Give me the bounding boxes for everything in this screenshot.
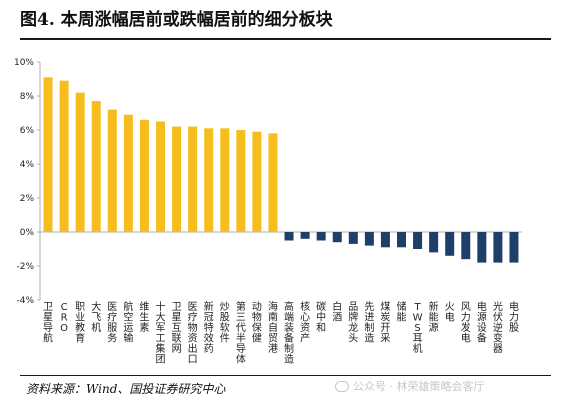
bar: [364, 232, 374, 246]
bar: [477, 232, 487, 263]
y-tick-label: -4%: [16, 296, 34, 306]
bar: [316, 232, 326, 241]
y-tick-label: 8%: [20, 92, 35, 102]
category-label: 新能源: [429, 300, 439, 334]
source-note: 资料来源：Wind、国投证券研究中心: [26, 382, 226, 396]
figure-title: 图4. 本周涨幅居前或跌幅居前的细分板块: [20, 10, 333, 30]
watermark-text: 公众号 · 林荣雄策略会客厅: [353, 380, 485, 393]
bar: [75, 92, 85, 232]
category-label: 高端装备制造: [284, 300, 294, 366]
bar: [429, 232, 439, 253]
bar: [332, 232, 342, 243]
category-label: 品牌龙头: [348, 301, 358, 345]
category-label: 火电: [445, 301, 455, 324]
bar: [43, 77, 53, 232]
y-tick-label: 2%: [20, 194, 35, 204]
y-tick-label: 0%: [20, 228, 35, 238]
bar: [204, 128, 214, 232]
y-tick-label: -2%: [16, 262, 34, 272]
category-label: 职业教育: [75, 301, 85, 345]
bar: [509, 232, 519, 263]
category-label: 卫星互联网: [172, 302, 182, 355]
y-tick-label: 6%: [20, 126, 35, 136]
category-label: 动物保健: [252, 301, 262, 345]
category-label: 航空运输: [123, 300, 133, 345]
category-label: 碳中和: [316, 300, 326, 334]
category-label: 第三代半导体: [236, 300, 246, 366]
category-label: 医疗物资出口: [188, 301, 198, 366]
category-label: 海南自贸港: [268, 300, 278, 355]
category-label: 光伏逆变器: [493, 300, 503, 355]
y-tick-label: 10%: [14, 58, 34, 68]
bar: [236, 130, 246, 232]
labels-layer: 卫星导航 C R O 职业教育大飞机医疗服务航空运输维生素十大军工集团卫星互联网医疗物资…: [43, 300, 519, 366]
category-label: 核心资产: [300, 300, 310, 345]
category-label: 电源设备: [477, 300, 487, 345]
axis-layer: -4% -2% 0% 2% 4% 6% 8% 10%: [14, 58, 522, 306]
category-label: 新冠特效药: [204, 300, 214, 355]
category-label: 维生素: [139, 300, 149, 334]
bar: [493, 232, 503, 263]
bar: [107, 109, 117, 232]
bar: [445, 232, 455, 256]
category-label: 先进制造: [364, 301, 374, 345]
bars-layer: [43, 77, 519, 263]
bar: [461, 232, 471, 260]
category-label: 大飞机: [91, 300, 101, 334]
bar: [156, 121, 165, 232]
category-label: 十大军工集团: [156, 300, 166, 366]
category-label: 炒股软件: [220, 301, 230, 345]
category-label: 风力发电: [461, 301, 471, 345]
bar: [252, 131, 262, 232]
category-label: 医疗服务: [107, 301, 117, 345]
watermark: 公众号 · 林荣雄策略会客厅: [335, 378, 485, 394]
bar: [413, 232, 423, 249]
bottom-rule: [20, 375, 551, 376]
bar: [268, 133, 278, 232]
category-label: 储能: [397, 300, 407, 324]
bar: [397, 232, 406, 248]
category-label: 电力股: [509, 300, 519, 334]
bar: [284, 232, 294, 241]
bar: [188, 126, 198, 232]
category-label: T W S 耳机: [413, 302, 423, 355]
wechat-icon: [335, 381, 349, 392]
bar: [380, 232, 390, 248]
bar: [348, 232, 358, 244]
bar: [220, 128, 230, 232]
bar: [139, 119, 149, 232]
bar: [172, 126, 182, 232]
category-label: 煤炭开采: [380, 300, 390, 345]
bar: [59, 80, 69, 232]
bar: [300, 232, 310, 239]
bar: [91, 101, 101, 232]
y-tick-label: 4%: [20, 160, 35, 170]
category-label: 卫星导航: [43, 302, 53, 345]
title-rule: [20, 38, 551, 40]
category-label: 白酒: [332, 300, 342, 324]
bar: [123, 114, 133, 232]
